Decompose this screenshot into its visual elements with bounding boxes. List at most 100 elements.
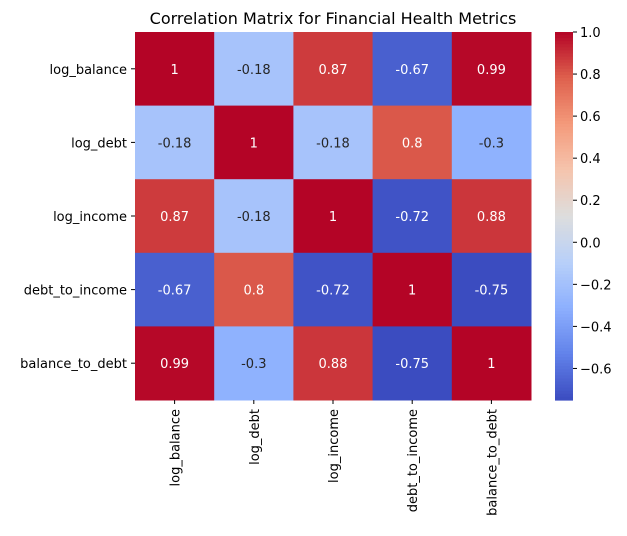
colorbar-segment: [555, 384, 573, 389]
heatmap-cell: [214, 105, 294, 180]
colorbar-segment: [555, 157, 573, 162]
y-tick-label: debt_to_income: [24, 284, 127, 299]
colorbar-segment: [555, 308, 573, 312]
colorbar-segment: [555, 74, 573, 79]
heatmap-cell: [214, 326, 294, 401]
cell-value-label: 1: [487, 357, 495, 372]
colorbar-segment: [555, 145, 573, 150]
colorbar-segment: [555, 105, 573, 110]
colorbar-segment: [555, 265, 573, 269]
heatmap-cell: [451, 252, 532, 327]
colorbar-segment: [555, 280, 573, 285]
colorbar-segment: [555, 354, 573, 358]
colorbar-segment: [555, 197, 573, 202]
cell-value-label: 1: [408, 284, 416, 299]
colorbar-segment: [555, 283, 573, 288]
colorbar-segment: [555, 117, 573, 122]
colorbar-segment: [555, 298, 573, 303]
colorbar-segment: [555, 68, 573, 73]
heatmap-cell: [135, 179, 215, 254]
colorbar-segment: [555, 41, 573, 45]
colorbar-segment: [555, 163, 573, 168]
x-axis-ticks: log_balance log_debt log_income debt_to_inc…: [169, 400, 500, 516]
colorbar-segment: [555, 35, 573, 39]
colorbar-segment: [555, 203, 573, 208]
colorbar-segment: [555, 90, 573, 94]
y-tick-label: log_income: [53, 210, 127, 225]
heatmap-cell: [451, 105, 532, 180]
colorbar-segment: [555, 301, 573, 306]
colorbar-segment: [555, 130, 573, 134]
colorbar-segment: [555, 206, 573, 211]
colorbar-segment: [555, 231, 573, 235]
colorbar-segment: [555, 96, 573, 101]
colorbar-segment: [555, 176, 573, 180]
heatmap-cell-labels: 1 -0.18 0.87 -0.67 0.99 -0.18 1 -0.18 0.8 -0.3 0.8…: [158, 63, 508, 372]
colorbar-segment: [555, 56, 573, 61]
colorbar-segment: [555, 317, 573, 321]
colorbar-segment: [555, 252, 573, 257]
colorbar-segment: [555, 32, 573, 36]
colorbar-segment: [555, 124, 573, 128]
cell-value-label: -0.75: [395, 357, 429, 372]
colorbar-segment: [555, 111, 573, 116]
colorbar: 1.0 0.8 0.6 0.4 0.2 0.0 −0.2 −0.4 −0.6: [555, 26, 612, 401]
heatmap-cell: [293, 105, 374, 180]
colorbar-segment: [555, 173, 573, 177]
colorbar-segment: [555, 255, 573, 260]
colorbar-segment: [555, 240, 573, 245]
colorbar-segment: [555, 338, 573, 343]
colorbar-segment: [555, 234, 573, 239]
colorbar-segment: [555, 139, 573, 143]
colorbar-segment: [555, 185, 573, 189]
cell-value-label: -0.18: [237, 63, 271, 78]
cell-value-label: 0.88: [319, 357, 348, 372]
cell-value-label: 1: [329, 210, 337, 225]
colorbar-tick-label: −0.4: [580, 320, 612, 335]
colorbar-segment: [555, 148, 573, 153]
colorbar-segment: [555, 262, 573, 266]
cell-value-label: -0.18: [158, 136, 192, 151]
colorbar-segment: [555, 335, 573, 340]
cell-value-label: -0.3: [479, 136, 504, 151]
cell-value-label: 0.99: [160, 357, 189, 372]
cell-value-label: 0.8: [243, 284, 264, 299]
colorbar-segment: [555, 332, 573, 337]
heatmap-cell: [293, 32, 374, 107]
cell-value-label: 1: [170, 63, 178, 78]
colorbar-segment: [555, 47, 573, 51]
colorbar-segment: [555, 81, 573, 85]
y-tick-label: log_balance: [50, 63, 128, 78]
heatmap-cell: [372, 252, 453, 327]
cell-value-label: -0.18: [237, 210, 271, 225]
colorbar-segment: [555, 295, 573, 300]
heatmap-cell: [451, 32, 532, 107]
heatmap-cell: [214, 32, 294, 107]
colorbar-segment: [555, 277, 573, 281]
colorbar-segment: [555, 320, 573, 324]
heatmap-cell: [135, 326, 215, 401]
colorbar-segment: [555, 151, 573, 156]
colorbar-segment: [555, 84, 573, 88]
x-tick-label: debt_to_income: [406, 409, 421, 512]
colorbar-segment: [555, 360, 573, 364]
cell-value-label: 0.87: [160, 210, 189, 225]
colorbar-segment: [555, 102, 573, 107]
colorbar-segment: [555, 357, 573, 361]
colorbar-segment: [555, 390, 573, 395]
colorbar-segment: [555, 363, 573, 367]
cell-value-label: -0.67: [158, 284, 192, 299]
heatmap-cell: [135, 32, 215, 107]
colorbar-segment: [555, 314, 573, 318]
colorbar-tick-label: 0.6: [580, 110, 601, 125]
chart-title: Correlation Matrix for Financial Health …: [150, 9, 517, 28]
colorbar-segment: [555, 93, 573, 97]
colorbar-segment: [555, 387, 573, 392]
colorbar-segment: [555, 50, 573, 55]
colorbar-segment: [555, 99, 573, 104]
colorbar-segment: [555, 344, 573, 349]
colorbar-tick-label: 0.8: [580, 68, 601, 83]
colorbar-tick-label: 0.2: [580, 194, 601, 209]
colorbar-segment: [555, 87, 573, 91]
